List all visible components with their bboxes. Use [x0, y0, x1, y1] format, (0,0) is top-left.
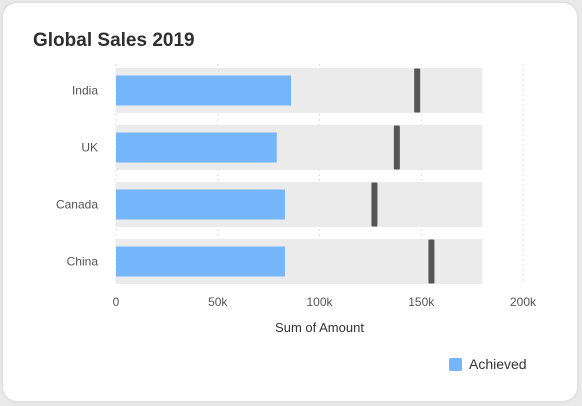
x-axis-label: Sum of Amount — [275, 320, 364, 335]
bar-achieved-uk — [116, 132, 277, 163]
x-tick-3: 150k — [408, 295, 435, 309]
x-tick-2: 100k — [306, 295, 333, 309]
x-tick-1: 50k — [208, 295, 228, 309]
legend-swatch-achieved — [449, 357, 462, 371]
target-marker-india — [414, 68, 421, 113]
bar-achieved-china — [116, 246, 285, 277]
x-tick-0: 0 — [113, 295, 120, 309]
y-tick-china: China — [67, 255, 99, 269]
target-marker-uk — [393, 125, 400, 170]
x-tick-4: 200k — [510, 295, 537, 309]
bar-layer — [116, 75, 292, 277]
y-tick-india: India — [72, 84, 98, 98]
y-tick-uk: UK — [81, 141, 98, 155]
target-marker-china — [428, 239, 435, 284]
chart-title: Global Sales 2019 — [33, 30, 195, 51]
bar-achieved-india — [116, 75, 292, 106]
target-marker-canada — [371, 182, 378, 227]
legend: Achieved — [449, 356, 527, 372]
y-tick-canada: Canada — [56, 198, 98, 212]
bullet-chart: India UK Canada China 0 50k 100k 150k 200k Sum … — [56, 64, 537, 335]
target-layer — [371, 68, 435, 284]
bar-achieved-canada — [116, 189, 285, 220]
chart-card: Global Sales 2019 India UK Canada China 0 50… — [3, 3, 577, 401]
x-tick-labels: 0 50k 100k 150k 200k — [113, 295, 537, 309]
legend-label-achieved: Achieved — [469, 356, 527, 372]
y-tick-labels: India UK Canada China — [56, 84, 98, 269]
